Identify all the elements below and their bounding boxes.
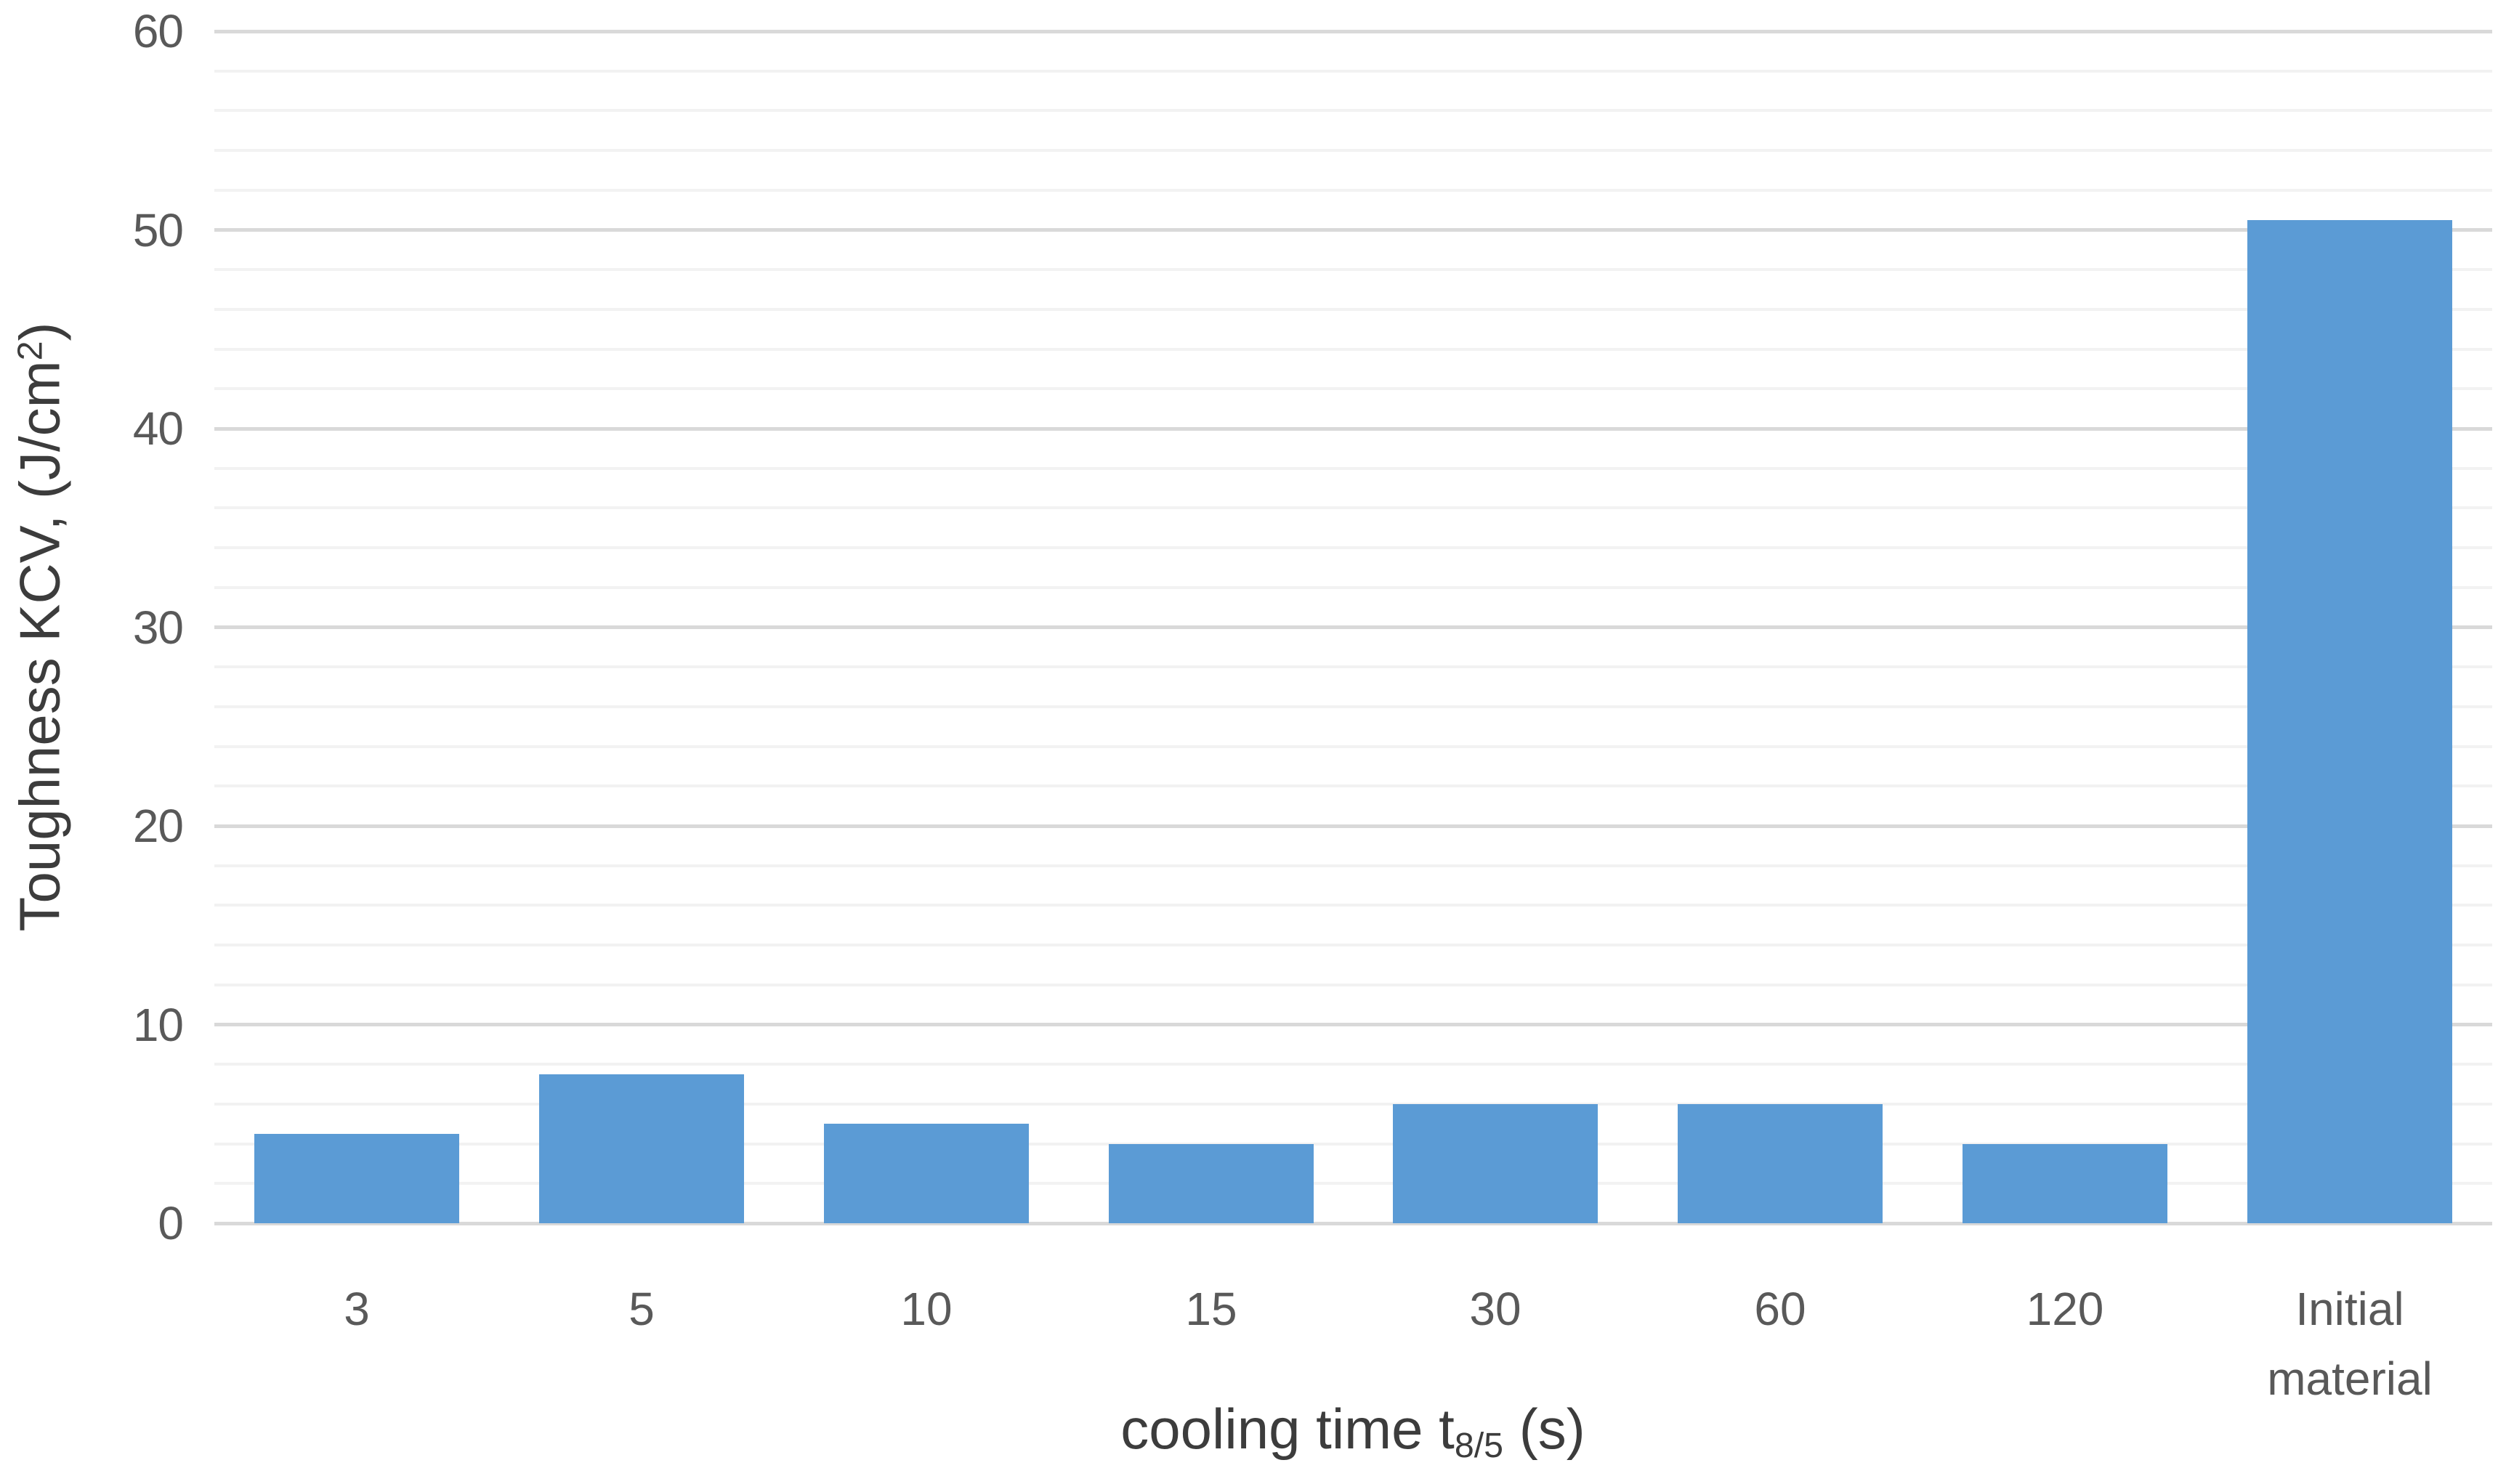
y-tick-label: 10	[132, 998, 184, 1051]
minor-gridline	[214, 109, 2492, 113]
minor-gridline	[214, 387, 2492, 391]
bar-60	[1678, 1103, 1883, 1223]
minor-gridline	[214, 944, 2492, 947]
y-axis-title-suffix: )	[7, 322, 72, 341]
minor-gridline	[214, 506, 2492, 510]
x-tick-label: 15	[1185, 1283, 1237, 1335]
minor-gridline	[214, 1102, 2492, 1106]
y-tick-label: 50	[132, 203, 184, 256]
x-axis-title-suffix: (s)	[1503, 1397, 1585, 1461]
minor-gridline	[214, 1142, 2492, 1146]
x-axis-title-text: cooling time t	[1120, 1397, 1455, 1461]
x-axis-line	[214, 1222, 2492, 1225]
minor-gridline	[214, 705, 2492, 708]
bar-120	[1963, 1143, 2167, 1223]
x-tick-label: 30	[1469, 1283, 1521, 1335]
x-axis-title-subscript: 8/5	[1454, 1425, 1504, 1465]
major-gridline	[214, 1023, 2492, 1026]
minor-gridline	[214, 864, 2492, 867]
minor-gridline	[214, 188, 2492, 192]
y-axis-title-superscript: 2	[10, 341, 50, 361]
minor-gridline	[214, 665, 2492, 669]
y-tick-label: 0	[158, 1197, 184, 1249]
major-gridline	[214, 824, 2492, 828]
x-tick-label: 3	[344, 1283, 370, 1335]
x-tick-label: 60	[1754, 1283, 1806, 1335]
minor-gridline	[214, 983, 2492, 986]
major-gridline	[214, 625, 2492, 629]
y-tick-label: 40	[132, 402, 184, 455]
x-tick-label: Initial material	[2267, 1283, 2433, 1405]
minor-gridline	[214, 307, 2492, 311]
minor-gridline	[214, 1182, 2492, 1185]
minor-gridline	[214, 268, 2492, 272]
y-tick-label: 20	[132, 800, 184, 852]
minor-gridline	[214, 585, 2492, 589]
minor-gridline	[214, 69, 2492, 73]
major-gridline	[214, 29, 2492, 33]
y-tick-label: 30	[132, 601, 184, 654]
major-gridline	[214, 228, 2492, 232]
x-tick-label: 120	[2026, 1283, 2104, 1335]
minor-gridline	[214, 546, 2492, 550]
x-axis-title: cooling time t8/5 (s)	[1120, 1396, 1585, 1465]
bar-5	[539, 1074, 744, 1223]
major-gridline	[214, 426, 2492, 431]
minor-gridline	[214, 745, 2492, 748]
x-tick-label: 5	[628, 1283, 655, 1335]
minor-gridline	[214, 149, 2492, 153]
x-tick-label: 10	[900, 1283, 953, 1335]
y-tick-label: 60	[132, 5, 184, 57]
minor-gridline	[214, 466, 2492, 470]
minor-gridline	[214, 1063, 2492, 1066]
minor-gridline	[214, 904, 2492, 907]
bar-10	[824, 1124, 1029, 1223]
bar-3	[254, 1133, 459, 1223]
bar-initial-material	[2247, 219, 2452, 1223]
minor-gridline	[214, 347, 2492, 351]
bar-15	[1109, 1143, 1314, 1223]
minor-gridline	[214, 784, 2492, 788]
bar-30	[1393, 1103, 1598, 1223]
